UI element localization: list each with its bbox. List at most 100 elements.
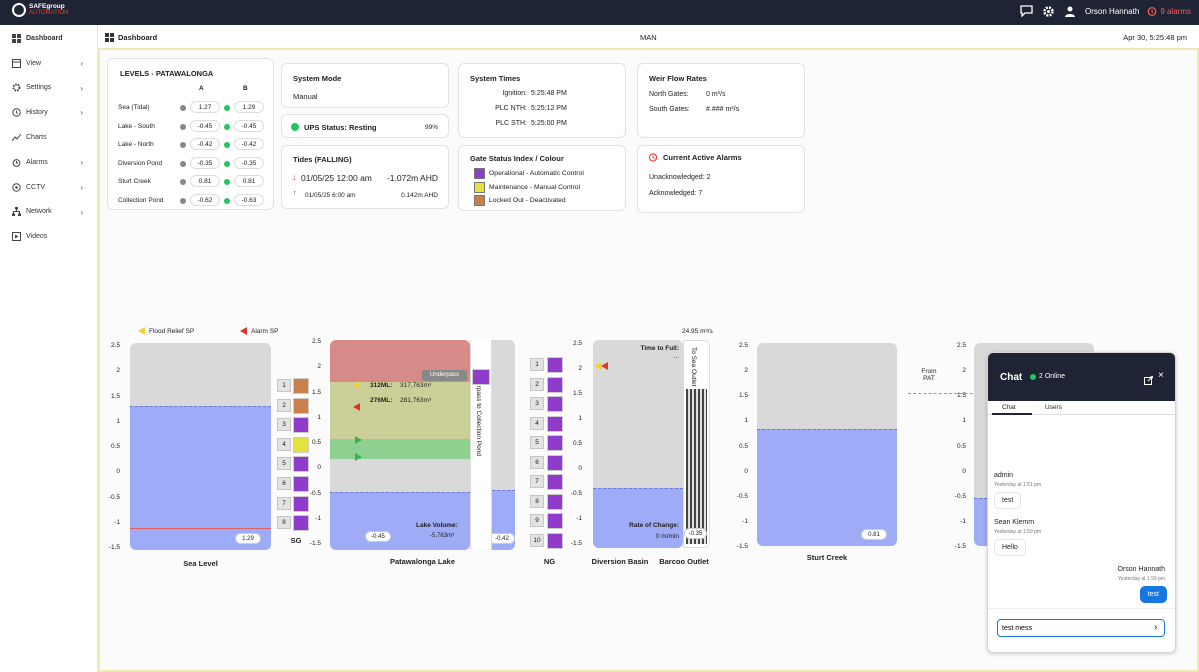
ng-gate[interactable] bbox=[547, 415, 563, 432]
gear-icon[interactable] bbox=[1041, 4, 1055, 18]
sg-gate[interactable] bbox=[293, 456, 309, 473]
time-to-full-value: ... bbox=[673, 353, 679, 360]
ng-gate[interactable] bbox=[547, 493, 563, 510]
chat-input[interactable] bbox=[997, 619, 1165, 637]
south-gates-value: #.### m³/s bbox=[706, 106, 740, 113]
user-name[interactable]: Orson Hannath bbox=[1085, 6, 1140, 16]
page-title: Dashboard bbox=[105, 33, 157, 42]
axis-tick-label: 1 bbox=[116, 417, 120, 425]
sidebar-item-network[interactable]: Network › bbox=[0, 200, 97, 225]
header-datetime: Apr 30, 5:25:48 pm bbox=[1123, 33, 1187, 42]
alarm-indicator[interactable]: 9 alarms bbox=[1147, 6, 1191, 16]
level-a-value: -0.35 bbox=[190, 156, 220, 169]
sea-level-tank[interactable]: 1.29 bbox=[130, 343, 271, 550]
sidebar-item-history[interactable]: History › bbox=[0, 100, 97, 125]
tide-row2-value: 0.142m AHD bbox=[401, 192, 438, 199]
sidebar-item-settings[interactable]: Settings › bbox=[0, 76, 97, 101]
ng-gate[interactable] bbox=[547, 396, 563, 412]
legend-flood-relief: Flood Relief SP bbox=[149, 328, 195, 335]
system-time-label: PLC STH: bbox=[495, 120, 527, 127]
sidebar-item-alarms[interactable]: Alarms › bbox=[0, 150, 97, 175]
sg-gate[interactable] bbox=[293, 515, 309, 532]
ng-gate[interactable] bbox=[547, 532, 563, 549]
level-name: Sea (Tidal) bbox=[118, 104, 150, 111]
underpass-gate[interactable] bbox=[472, 369, 490, 385]
sg-gate-number: 6 bbox=[277, 477, 291, 490]
sg-gate-number: 8 bbox=[277, 516, 291, 530]
axis-tick-label: 2 bbox=[744, 367, 748, 375]
lake-flood-marker-icon bbox=[353, 381, 360, 389]
diversion-basin-label: Diversion Basin bbox=[591, 557, 649, 566]
brand-logo[interactable]: SAFEgroup AUTOMATION bbox=[12, 3, 68, 17]
unacknowledged-count[interactable]: Unacknowledged: 2 bbox=[649, 174, 711, 181]
level-name: Lake - North bbox=[118, 141, 154, 148]
axis-tick-label: -1 bbox=[576, 515, 582, 522]
patawalonga-lake-tank[interactable]: Underpass 312ML: 317,763m³ 276ML: 281,76… bbox=[330, 340, 470, 550]
system-time-value: 5:25:48 PM bbox=[531, 90, 567, 97]
tab-users[interactable]: Users bbox=[1045, 404, 1062, 411]
ng-gate[interactable] bbox=[547, 474, 563, 490]
ng-gate[interactable] bbox=[547, 376, 563, 393]
ng-gate[interactable] bbox=[547, 435, 563, 451]
window-icon bbox=[11, 58, 21, 68]
legend-alarm-sp: Alarm SP bbox=[251, 328, 279, 335]
ng-gate-number: 9 bbox=[530, 514, 544, 527]
underpass-column: Underpass to Collection Pond bbox=[470, 340, 492, 550]
sg-gate[interactable] bbox=[293, 436, 309, 453]
axis-tick-label: 2.5 bbox=[110, 342, 120, 349]
sg-label: SG bbox=[290, 536, 302, 545]
close-icon[interactable]: × bbox=[1158, 370, 1164, 381]
alarm-count: 9 alarms bbox=[1160, 6, 1191, 16]
system-mode-value: Manual bbox=[293, 92, 318, 101]
sg-gate[interactable] bbox=[293, 397, 309, 414]
grid-icon bbox=[105, 33, 114, 42]
sidebar-item-charts[interactable]: Charts bbox=[0, 125, 97, 150]
system-time-label: Ignition: bbox=[502, 90, 527, 97]
ng-gate[interactable] bbox=[547, 513, 563, 529]
chat-icon[interactable] bbox=[1019, 4, 1033, 18]
message-author: Orson Hannath bbox=[1117, 566, 1165, 573]
sturt-creek-tank[interactable]: 0.81 bbox=[757, 343, 897, 546]
sidebar: Dashboard View › Settings › History › Chart… bbox=[0, 25, 98, 672]
acknowledged-count[interactable]: Acknowledged: 7 bbox=[649, 190, 703, 197]
tab-chat[interactable]: Chat bbox=[1002, 404, 1016, 411]
axis-tick-label: 0.5 bbox=[110, 443, 120, 450]
sidebar-item-dashboard[interactable]: Dashboard bbox=[0, 26, 97, 51]
camera-icon bbox=[11, 182, 21, 192]
grid-icon bbox=[11, 33, 21, 43]
sg-gate[interactable] bbox=[293, 417, 309, 434]
sidebar-item-cctv[interactable]: CCTV › bbox=[0, 175, 97, 200]
level-row: Collection Pond -0.62 -0.63 bbox=[118, 193, 264, 207]
system-time-value: 5:25:12 PM bbox=[531, 105, 567, 112]
underpass-text: Underpass to Collection Pond bbox=[475, 370, 482, 456]
system-times-card: System Times Ignition: 5:25:48 PM PLC NTH:… bbox=[458, 63, 626, 138]
send-icon[interactable]: › bbox=[1154, 622, 1158, 633]
ng-gate[interactable] bbox=[547, 357, 563, 373]
axis-tick-label: -0.5 bbox=[570, 490, 582, 497]
ng-gate[interactable] bbox=[547, 454, 563, 471]
diversion-basin-tank[interactable]: Time to Full: ... Rate of Change: 0 m/mi… bbox=[593, 340, 683, 548]
chevron-right-icon: › bbox=[80, 58, 83, 68]
axis-tick-label: -1 bbox=[114, 518, 120, 526]
col-b-header: B bbox=[243, 85, 248, 92]
sg-gate[interactable] bbox=[293, 476, 309, 492]
lake-green-marker-icon-2 bbox=[355, 453, 362, 461]
sidebar-item-view[interactable]: View › bbox=[0, 51, 97, 76]
user-icon[interactable] bbox=[1063, 4, 1077, 18]
level-a-value: -0.45 bbox=[190, 119, 220, 132]
barcoo-outlet[interactable]: To Sea Outlet -0.35 bbox=[683, 340, 710, 548]
sg-gate[interactable] bbox=[293, 378, 309, 394]
axis-tick-label: 0 bbox=[962, 467, 966, 475]
sensor-a-status-dot bbox=[180, 105, 186, 111]
message-time: Yesterday at 1:59 pm bbox=[994, 529, 1042, 535]
sg-gate[interactable] bbox=[293, 495, 309, 512]
popout-icon[interactable] bbox=[1144, 372, 1154, 390]
axis-tick-label: -0.5 bbox=[736, 492, 748, 500]
outlet-bars bbox=[686, 389, 707, 544]
gate-status-label: Locked Out - Deactivated bbox=[489, 197, 566, 204]
sidebar-item-videos[interactable]: Videos bbox=[0, 224, 97, 249]
axis-tick-label: 0.5 bbox=[956, 442, 966, 450]
dashboard-content: LEVELS - PATAWALONGA A B Sea (Tidal) 1.2… bbox=[98, 50, 1199, 672]
online-dot bbox=[1030, 373, 1036, 380]
collection-pond-tank[interactable]: -0.42 bbox=[492, 340, 515, 550]
